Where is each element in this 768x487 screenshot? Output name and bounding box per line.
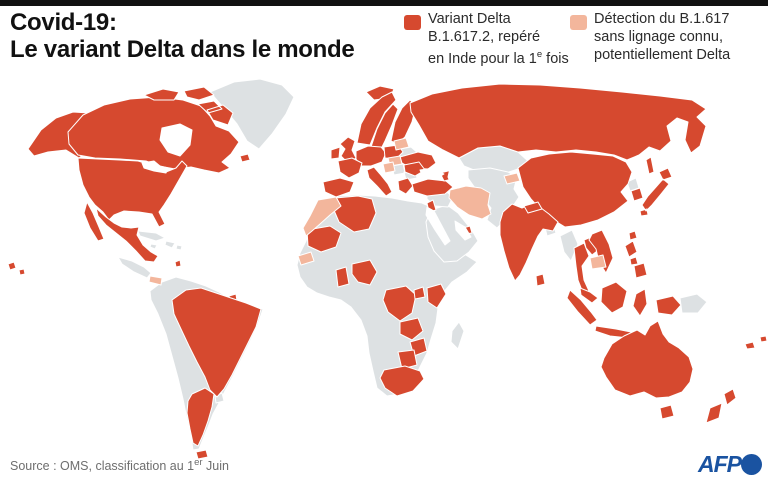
region-south-korea <box>630 187 644 202</box>
region-canada-arctic-islands <box>143 86 251 163</box>
black-sea <box>419 167 445 180</box>
region-india <box>499 203 559 282</box>
legend-delta-line2: B.1.617.2, repéré <box>428 29 541 45</box>
region-hispaniola <box>164 240 183 251</box>
region-turkey <box>411 178 454 197</box>
region-panama <box>148 275 163 286</box>
region-romania <box>403 161 426 177</box>
region-baltics <box>393 137 410 151</box>
region-papua-new-guinea <box>679 293 708 314</box>
hudson-bay <box>159 123 193 157</box>
legend-swatch-b1617 <box>570 15 587 30</box>
region-cambodia <box>589 254 607 270</box>
top-bar <box>0 0 768 6</box>
region-vietnam <box>588 229 614 274</box>
legend-delta-line3-post: fois <box>542 50 569 67</box>
page-title: Covid-19: Le variant Delta dans le monde <box>10 9 355 63</box>
region-sri-lanka <box>535 273 546 287</box>
region-greece <box>397 177 414 195</box>
region-jamaica <box>149 243 158 250</box>
legend-item-b1617: Détection du B.1.617 sans lignage connu,… <box>594 10 730 64</box>
region-arabia <box>425 204 479 263</box>
region-baja-california <box>83 201 105 242</box>
region-taiwan <box>628 230 638 241</box>
region-france <box>337 157 363 179</box>
region-french-antilles <box>174 259 182 268</box>
region-croatia-bosnia <box>382 161 396 174</box>
region-australia <box>600 320 694 420</box>
region-dr-congo <box>382 285 417 322</box>
region-kyrgyzstan <box>503 172 521 185</box>
region-mexico <box>95 207 159 263</box>
region-japan <box>639 167 673 217</box>
region-italy <box>366 166 393 197</box>
legend-b1617-line2: sans lignage connu, <box>594 29 723 45</box>
region-botswana <box>397 349 418 370</box>
region-kenya <box>426 283 447 309</box>
region-uganda <box>413 286 426 300</box>
source-note: Source : OMS, classification au 1er Juin <box>10 457 229 473</box>
region-hawaii <box>7 261 26 276</box>
title-line-2: Le variant Delta dans le monde <box>10 36 355 63</box>
legend-item-delta: Variant Delta B.1.617.2, repéré en Inde … <box>428 10 569 68</box>
source-text-sup: er <box>194 457 203 468</box>
afp-logo: AFP <box>698 451 742 477</box>
region-philippines <box>624 240 648 279</box>
region-ghana <box>335 266 350 288</box>
legend-b1617-line3: potentiellement Delta <box>594 47 731 63</box>
region-central-america <box>117 256 152 279</box>
title-line-1: Covid-19: <box>10 9 117 36</box>
source-text-post: Juin <box>202 459 229 474</box>
region-new-zealand <box>705 388 737 424</box>
legend-delta-line3: en Inde pour la 1e fois <box>428 46 569 68</box>
region-madagascar <box>450 321 465 350</box>
region-mauritania <box>306 225 342 253</box>
region-greenland <box>209 78 295 150</box>
water-overlays <box>141 123 472 246</box>
persian-gulf <box>454 220 472 241</box>
region-cuba <box>137 230 166 242</box>
region-thailand <box>573 242 590 294</box>
region-south-africa <box>379 365 425 397</box>
legend-b1617-line1: Détection du B.1.617 <box>594 11 730 27</box>
afp-logo-circle <box>741 454 762 475</box>
region-iran <box>448 185 492 220</box>
red-sea <box>425 206 451 246</box>
legend-swatch-delta <box>404 15 421 30</box>
region-argentina <box>186 387 215 460</box>
great-lakes <box>141 160 169 174</box>
region-nigeria <box>351 259 378 286</box>
region-russia <box>409 83 707 161</box>
region-malaysia <box>579 287 599 304</box>
region-morocco <box>302 196 342 237</box>
region-algeria <box>332 195 377 233</box>
region-pacific-islands <box>744 335 768 350</box>
region-sakhalin <box>645 156 655 175</box>
legend-delta-line3-pre: en Inde pour la 1 <box>428 50 537 67</box>
region-ireland <box>330 146 341 160</box>
region-senegal <box>297 251 315 266</box>
legend-delta-line1: Variant Delta <box>428 11 511 27</box>
region-norway <box>356 91 397 146</box>
source-text-pre: Source : OMS, classification au 1 <box>10 459 195 474</box>
region-brazil <box>171 287 262 398</box>
region-group-delta <box>7 83 768 460</box>
caspian-sea <box>447 165 464 189</box>
legend-delta-line3-sup: e <box>536 49 543 60</box>
region-iberia <box>322 177 355 198</box>
region-zambia <box>399 317 424 341</box>
region-nepal <box>523 201 543 214</box>
region-group-b1617 <box>148 137 607 286</box>
